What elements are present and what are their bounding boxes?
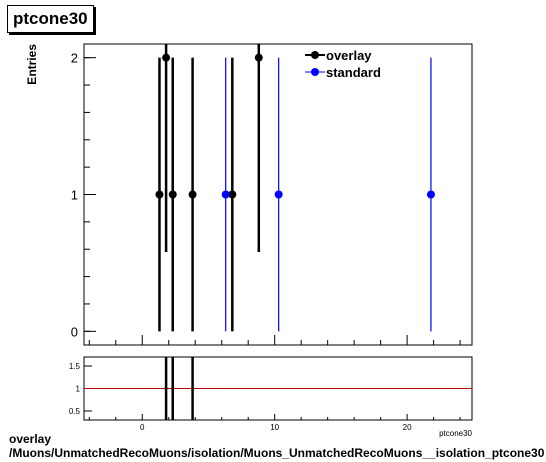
overlay-point bbox=[162, 53, 171, 62]
legend-label-overlay: overlay bbox=[326, 48, 372, 63]
legend-marker-overlay bbox=[311, 51, 319, 59]
standard-point bbox=[274, 190, 283, 199]
main-plot-axes: 0 1 2 Entries bbox=[25, 44, 461, 345]
ratio-x-tick-label: 10 bbox=[270, 423, 279, 432]
caption-path: /Muons/UnmatchedRecoMuons/isolation/Muon… bbox=[9, 446, 545, 460]
ratio-y-tick-label: 1.5 bbox=[69, 362, 81, 371]
legend: overlay standard bbox=[305, 48, 381, 80]
overlay-point bbox=[155, 190, 164, 199]
overlay-point bbox=[228, 190, 237, 199]
histogram-title: ptcone30 bbox=[7, 5, 94, 33]
y-axis-label: Entries bbox=[25, 44, 39, 85]
ratio-x-tick-label: 0 bbox=[140, 423, 145, 432]
legend-label-standard: standard bbox=[326, 65, 381, 80]
caption-overlay: overlay bbox=[9, 432, 52, 446]
ratio-point bbox=[171, 387, 175, 390]
standard-point bbox=[426, 190, 435, 199]
y-tick-label: 2 bbox=[71, 51, 78, 66]
ratio-y-tick-label: 0.5 bbox=[69, 407, 81, 416]
overlay-point bbox=[188, 190, 197, 199]
ratio-plot-data bbox=[84, 357, 472, 420]
main-plot-data bbox=[155, 44, 435, 332]
standard-point bbox=[221, 190, 230, 199]
ratio-x-tick-label: 20 bbox=[403, 423, 412, 432]
x-axis-label: ptcone30 bbox=[439, 429, 472, 438]
ratio-y-tick-label: 1 bbox=[76, 385, 81, 394]
legend-marker-standard bbox=[311, 68, 319, 76]
overlay-point bbox=[168, 190, 177, 199]
ratio-plot-axes: 0.5 1 1.5 0 10 20 ptcone30 bbox=[69, 362, 473, 438]
y-tick-label: 0 bbox=[71, 324, 78, 339]
ratio-point bbox=[191, 387, 195, 390]
ratio-point bbox=[164, 387, 168, 390]
overlay-point bbox=[254, 53, 263, 62]
y-tick-label: 1 bbox=[71, 188, 78, 203]
